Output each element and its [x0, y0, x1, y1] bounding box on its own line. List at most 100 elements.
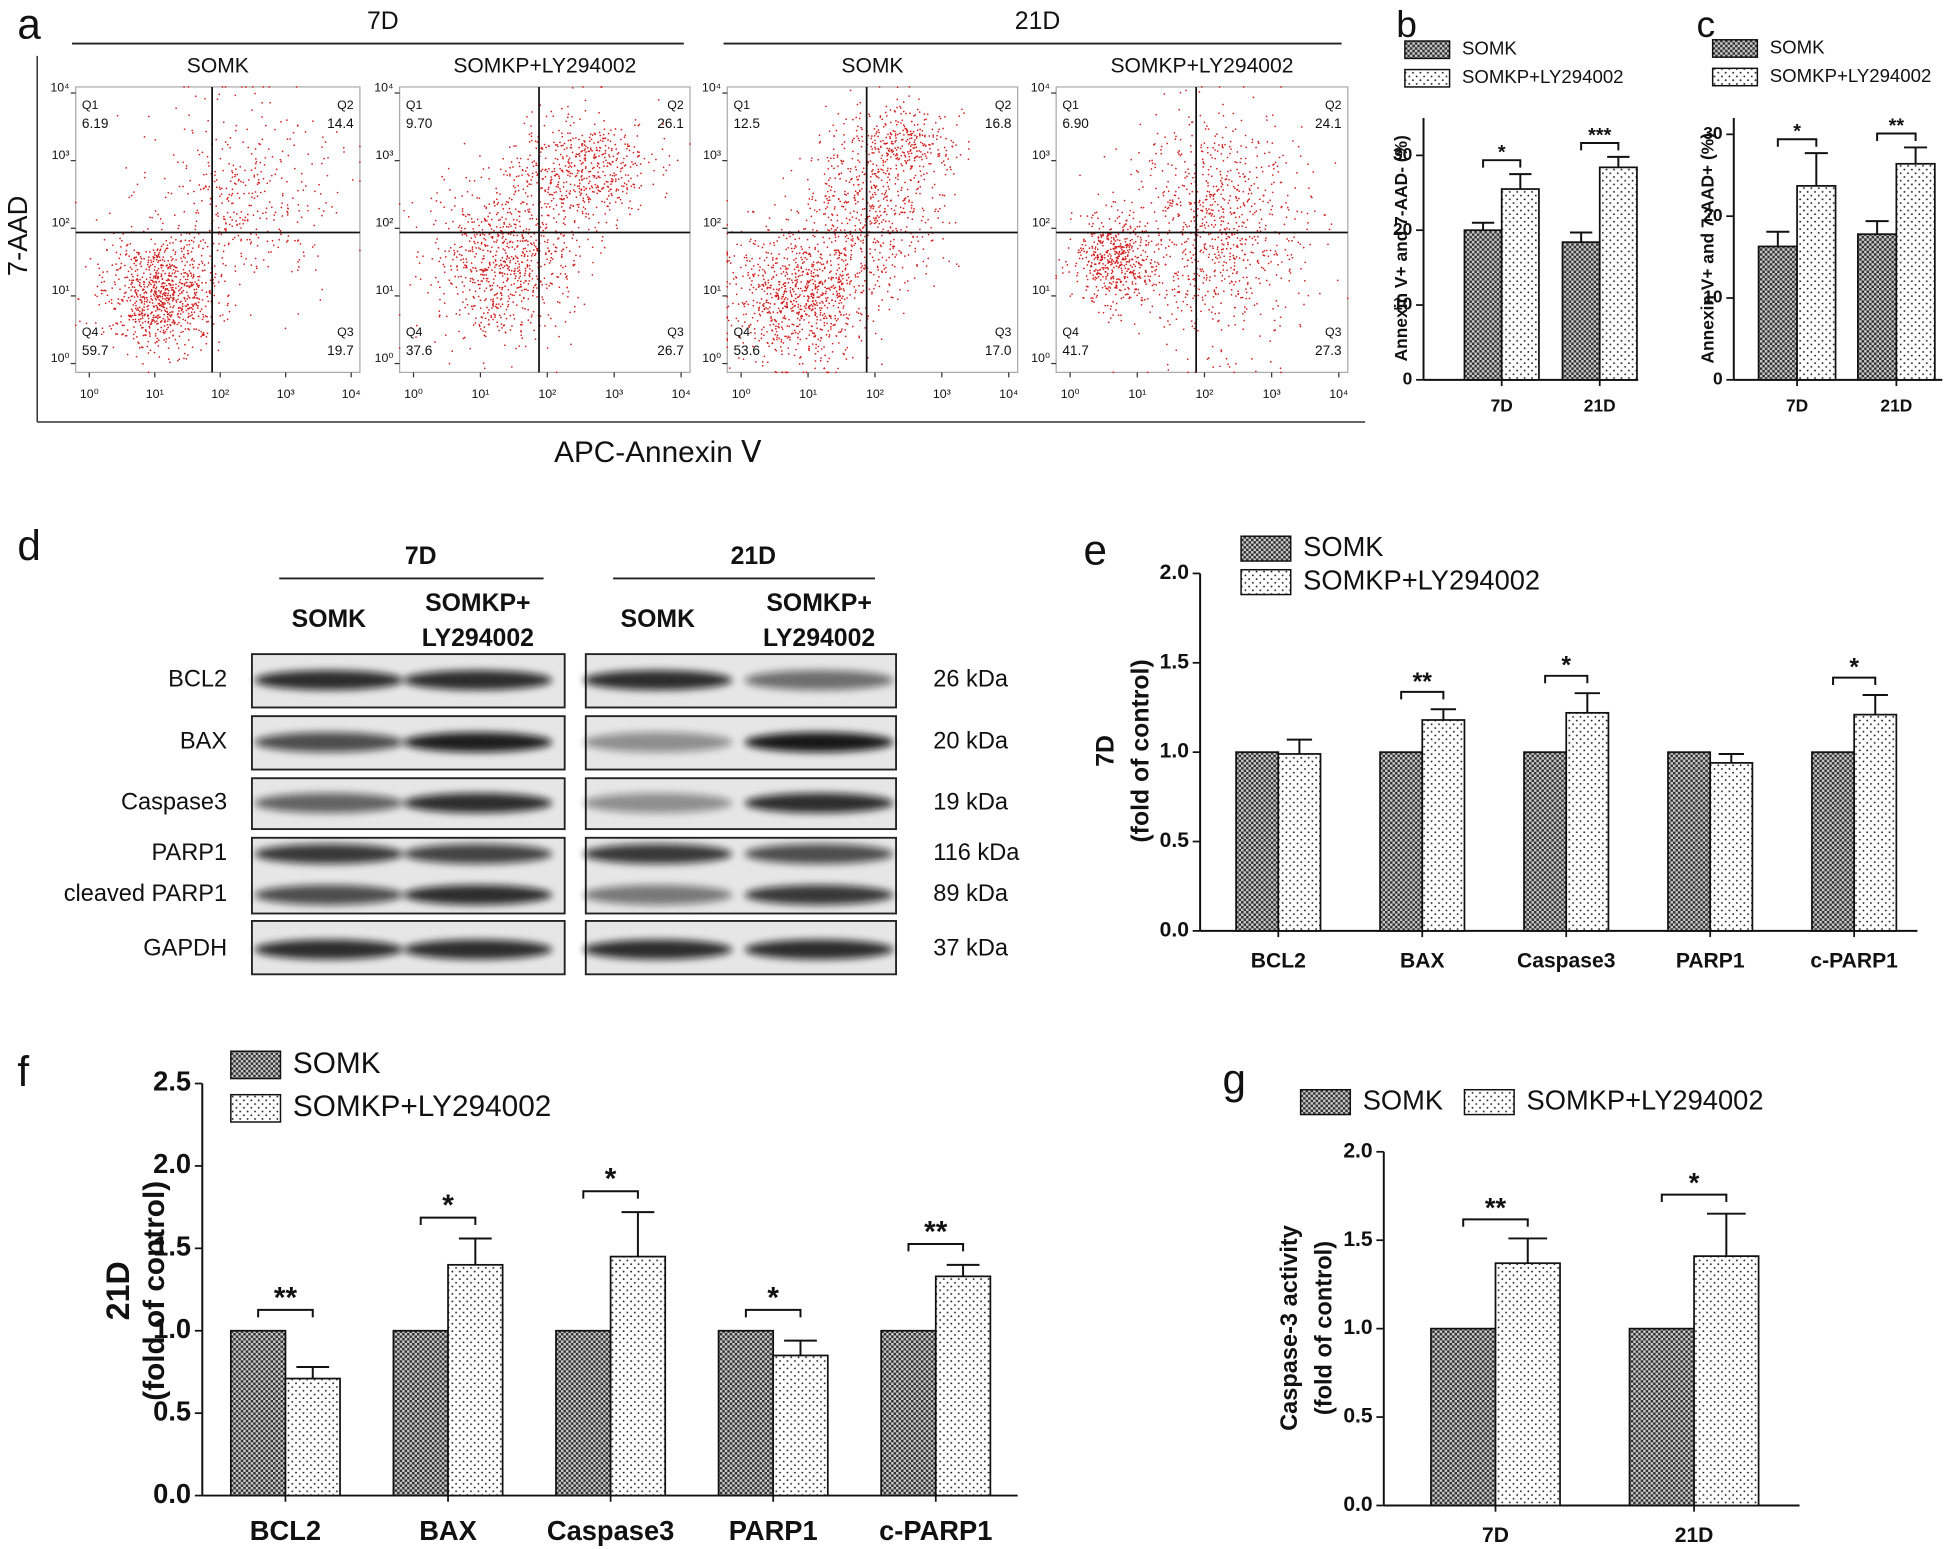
band	[583, 884, 733, 905]
significance-label: *	[442, 1189, 454, 1222]
x-tick-label: BCL2	[250, 1515, 321, 1546]
legend-label: SOMK	[1462, 38, 1517, 59]
x-tick-label: 10³	[933, 387, 951, 401]
legend-label: SOMK	[1770, 36, 1825, 57]
error-bar	[1430, 708, 1457, 720]
significance-label: *	[1561, 653, 1571, 680]
x-tick-label: c-PARP1	[1810, 949, 1898, 972]
x-tick-label: 10⁴	[342, 387, 361, 401]
quadrant-value: 27.3	[1315, 343, 1342, 358]
significance-bracket	[419, 1216, 477, 1226]
significance-label: *	[1849, 654, 1859, 681]
x-tick-label: 10¹	[1128, 387, 1146, 401]
bar	[1430, 1327, 1497, 1507]
y-tick-label: 10³	[703, 148, 721, 162]
bar	[1565, 711, 1610, 932]
error-bar	[1706, 1212, 1746, 1257]
y-axis-label: Caspase-3 activity	[1276, 1225, 1302, 1431]
plot-title: SOMK	[187, 55, 249, 78]
panel-label: f	[17, 1048, 29, 1095]
x-tick-label: 10¹	[471, 387, 489, 401]
y-tick-label: 2.0	[1160, 561, 1189, 584]
error-bar	[1865, 220, 1889, 235]
legend-label: SOMKP+LY294002	[293, 1090, 551, 1123]
bar	[447, 1263, 504, 1497]
panel-label: g	[1222, 1055, 1245, 1102]
bar	[1853, 713, 1898, 932]
y-tick-label: 1.0	[1343, 1316, 1372, 1339]
plot-title: SOMKP+LY294002	[1110, 55, 1293, 78]
error-bar	[784, 1339, 817, 1356]
band	[583, 732, 733, 753]
y-tick-label: 1.0	[1160, 740, 1189, 763]
quadrant-name: Q4	[733, 325, 750, 339]
error-bar	[1607, 155, 1630, 168]
legend-swatch	[1711, 39, 1759, 58]
y-tick-label: 10³	[52, 148, 70, 162]
y-tick-label: 10¹	[1032, 283, 1050, 297]
quadrant-name: Q1	[733, 98, 750, 112]
significance-label: **	[1413, 669, 1433, 696]
y-tick-label: 10⁴	[1031, 80, 1050, 94]
event-cloud	[726, 86, 970, 374]
bar	[1628, 1327, 1695, 1507]
band	[403, 732, 553, 753]
significance-bracket	[907, 1242, 965, 1252]
quadrant-value: 26.1	[657, 116, 684, 131]
plot-frame	[726, 86, 1019, 374]
quadrant-name: Q2	[995, 98, 1012, 112]
legend-swatch	[1240, 568, 1292, 596]
error-bar	[1508, 1237, 1548, 1264]
x-tick-label: Caspase3	[547, 1515, 674, 1546]
quadrant-value: 26.7	[657, 343, 684, 358]
bar	[392, 1329, 449, 1497]
significance-label: **	[1889, 115, 1905, 137]
y-tick-label: 1.5	[1343, 1228, 1373, 1251]
bar	[1667, 751, 1712, 932]
band	[403, 844, 553, 864]
y-tick-label: 20	[1703, 205, 1722, 225]
quadrant-name: Q3	[1325, 325, 1342, 339]
y-tick-label: 10²	[703, 216, 721, 230]
legend-swatch	[230, 1093, 282, 1123]
error-bar	[1574, 692, 1600, 713]
significance-label: **	[924, 1215, 948, 1248]
y-axis-label: (fold of control)	[1311, 1241, 1337, 1415]
significance-bracket	[1876, 132, 1917, 141]
lane-label: SOMKP+	[766, 590, 871, 617]
band	[583, 939, 733, 960]
y-tick-label: 10⁰	[51, 351, 70, 365]
y-tick-label: 10²	[52, 216, 70, 230]
panel-label: c	[1697, 3, 1716, 45]
protein-label: Caspase3	[121, 788, 227, 814]
y-tick-label: 10⁴	[374, 80, 393, 94]
y-tick-label: 1.0	[153, 1313, 191, 1344]
x-tick-label: 10⁰	[1061, 387, 1080, 401]
size-label: 116 kDa	[933, 839, 1020, 865]
panel-label: b	[1396, 3, 1417, 45]
bar	[1379, 751, 1424, 932]
panel-label: e	[1083, 527, 1106, 574]
lane-label: SOMK	[621, 606, 696, 633]
quadrant-name: Q1	[1062, 98, 1079, 112]
lane-label: SOMKP+	[425, 590, 530, 617]
bar	[1709, 762, 1754, 932]
y-tick-label: 10²	[375, 216, 393, 230]
y-tick-label: 2.0	[153, 1148, 191, 1179]
x-tick-label: 10³	[277, 387, 295, 401]
bar	[934, 1275, 992, 1497]
legend-swatch	[1711, 67, 1759, 87]
quadrant-value: 17.0	[985, 343, 1012, 358]
significance-bracket	[1462, 1218, 1529, 1227]
error-bar	[1471, 221, 1495, 231]
band	[254, 793, 404, 813]
significance-bracket	[1482, 159, 1522, 168]
y-axis-label: (fold of control)	[138, 1181, 171, 1401]
quadrant-name: Q1	[406, 98, 423, 112]
protein-label: GAPDH	[143, 935, 227, 961]
x-tick-label: 10⁴	[672, 387, 691, 401]
quadrant-value: 37.6	[406, 343, 433, 358]
bar	[1277, 753, 1322, 932]
x-tick-label: 7D	[1491, 396, 1513, 416]
